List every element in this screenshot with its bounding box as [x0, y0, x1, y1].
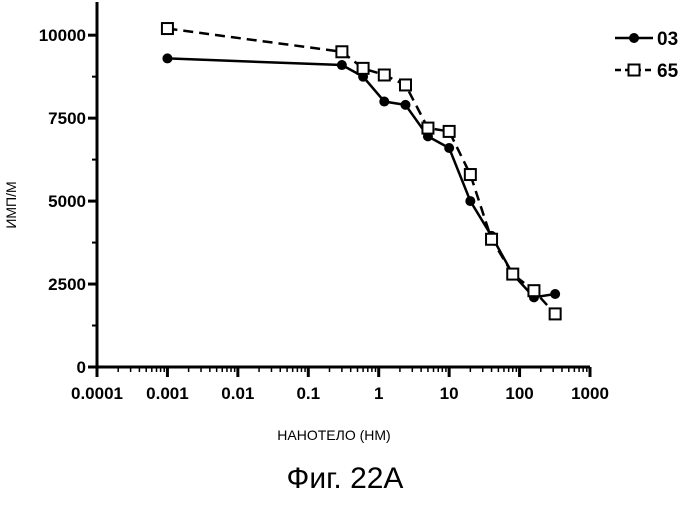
y-axis-title: ИМП/М	[3, 181, 19, 228]
legend-marker-65	[629, 65, 640, 76]
y-tick-label: 0	[77, 358, 86, 377]
series-65-point	[528, 285, 539, 296]
axes: 0 2500 5000 7500 10000 0.0001 0.001 0.01 0.1 1 10 1…	[39, 2, 609, 403]
x-tick-label: 10	[440, 384, 459, 403]
series-65-point	[550, 308, 561, 319]
x-tick-label: 1	[374, 384, 383, 403]
figure-caption: Фиг. 22А	[287, 462, 404, 495]
y-tick-label: 5000	[48, 192, 86, 211]
series-layer	[162, 23, 561, 319]
series-65-point	[379, 70, 390, 81]
y-tick-label: 7500	[48, 109, 86, 128]
series-03-point	[379, 97, 389, 107]
series-65-point	[400, 79, 411, 90]
series-65-point	[336, 46, 347, 57]
series-65-point	[444, 126, 455, 137]
series-03-point	[444, 143, 454, 153]
x-tick-label: 0.1	[296, 384, 320, 403]
series-65-point	[486, 234, 497, 245]
legend-label-65: 65	[657, 61, 679, 82]
series-65-point	[507, 269, 518, 280]
series-03-line	[167, 58, 555, 297]
x-tick-label: 0.0001	[71, 384, 123, 403]
series-03-point	[550, 289, 560, 299]
x-tick-label: 0.001	[146, 384, 189, 403]
series-03-point	[337, 60, 347, 70]
x-tick-label: 0.01	[221, 384, 254, 403]
legend: 03 65	[615, 29, 679, 82]
legend-label-03: 03	[657, 29, 678, 50]
series-65-point	[358, 63, 369, 74]
series-03-point	[162, 53, 172, 63]
series-65-point	[162, 23, 173, 34]
x-tick-label: 1000	[571, 384, 609, 403]
y-tick-label: 10000	[39, 26, 86, 45]
legend-marker-03	[629, 33, 639, 43]
series-03-point	[400, 100, 410, 110]
series-65-point	[465, 169, 476, 180]
series-65-point	[422, 123, 433, 134]
x-tick-label: 100	[505, 384, 533, 403]
series-03-point	[465, 196, 475, 206]
y-tick-label: 2500	[48, 275, 86, 294]
x-axis-title: НАНОТЕЛО (НМ)	[277, 427, 390, 443]
